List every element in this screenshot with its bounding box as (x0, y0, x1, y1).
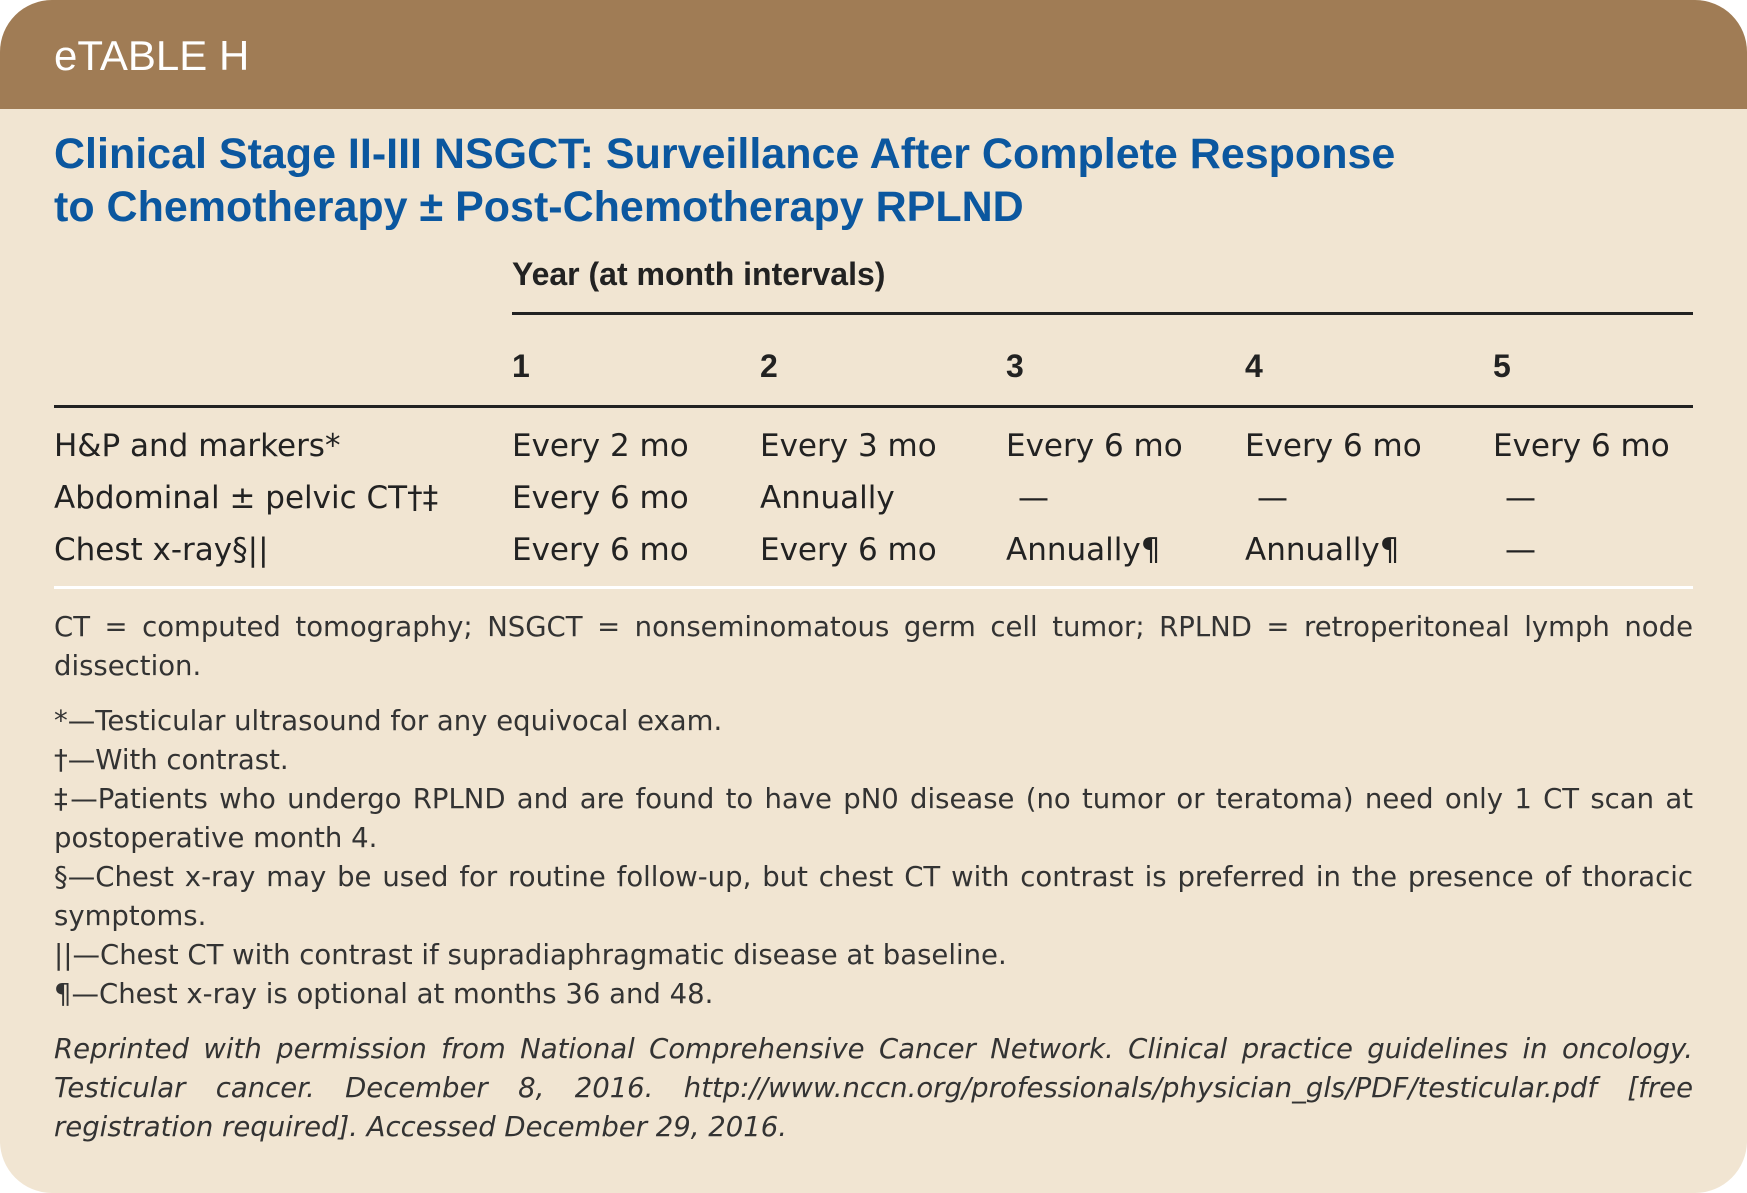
table-cell: — (1505, 480, 1536, 516)
abbreviations: CT = computed tomography; NSGCT = nonsem… (54, 611, 1693, 682)
table-notes: CT = computed tomography; NSGCT = nonsem… (54, 608, 1693, 1147)
footnote: §—Chest x-ray may be used for routine fo… (54, 861, 1693, 932)
group-header: Year (at month intervals) (512, 256, 886, 292)
table-cell: — (1018, 480, 1049, 516)
table-cell: Annually¶ (1245, 532, 1400, 568)
rule-divider (512, 312, 1693, 315)
table-label: eTABLE H (54, 32, 250, 79)
table-cell: — (1257, 480, 1288, 516)
table-cell: Every 6 mo (512, 532, 689, 568)
column-header: 5 (1493, 348, 1511, 384)
table-cell: Annually (760, 480, 895, 516)
column-header: 1 (512, 348, 530, 384)
footnote: *—Testicular ultrasound for any equivoca… (54, 705, 723, 737)
footnote: ‡—Patients who undergo RPLND and are fou… (54, 783, 1693, 854)
footnote: ||—Chest CT with contrast if supradiaphr… (54, 939, 1007, 971)
table-cell: Annually¶ (1006, 532, 1161, 568)
row-label: Abdominal ± pelvic CT†‡ (54, 480, 439, 516)
column-header: 4 (1245, 348, 1263, 384)
reference: Reprinted with permission from National … (54, 1033, 1693, 1143)
table-title: Clinical Stage II-III NSGCT: Surveillanc… (54, 128, 1395, 234)
title-line-2: to Chemotherapy ± Post-Chemotherapy RPLN… (54, 183, 1024, 231)
table-cell: Every 2 mo (512, 428, 689, 464)
column-header: 2 (760, 348, 778, 384)
column-header: 3 (1006, 348, 1024, 384)
rule-divider (54, 405, 1693, 408)
table-cell: — (1505, 532, 1536, 568)
rule-divider (54, 586, 1693, 589)
footnote: ¶—Chest x-ray is optional at months 36 a… (54, 978, 714, 1010)
row-label: H&P and markers* (54, 428, 341, 464)
table-cell: Every 6 mo (760, 532, 937, 568)
table-cell: Every 6 mo (1006, 428, 1183, 464)
title-line-1: Clinical Stage II-III NSGCT: Surveillanc… (54, 130, 1396, 178)
table-cell: Every 3 mo (760, 428, 937, 464)
table-header-bar: eTABLE H (0, 0, 1747, 109)
table-cell: Every 6 mo (1245, 428, 1422, 464)
table-cell: Every 6 mo (512, 480, 689, 516)
table-cell: Every 6 mo (1493, 428, 1670, 464)
row-label: Chest x-ray§|| (54, 532, 269, 568)
footnote: †—With contrast. (54, 744, 289, 776)
